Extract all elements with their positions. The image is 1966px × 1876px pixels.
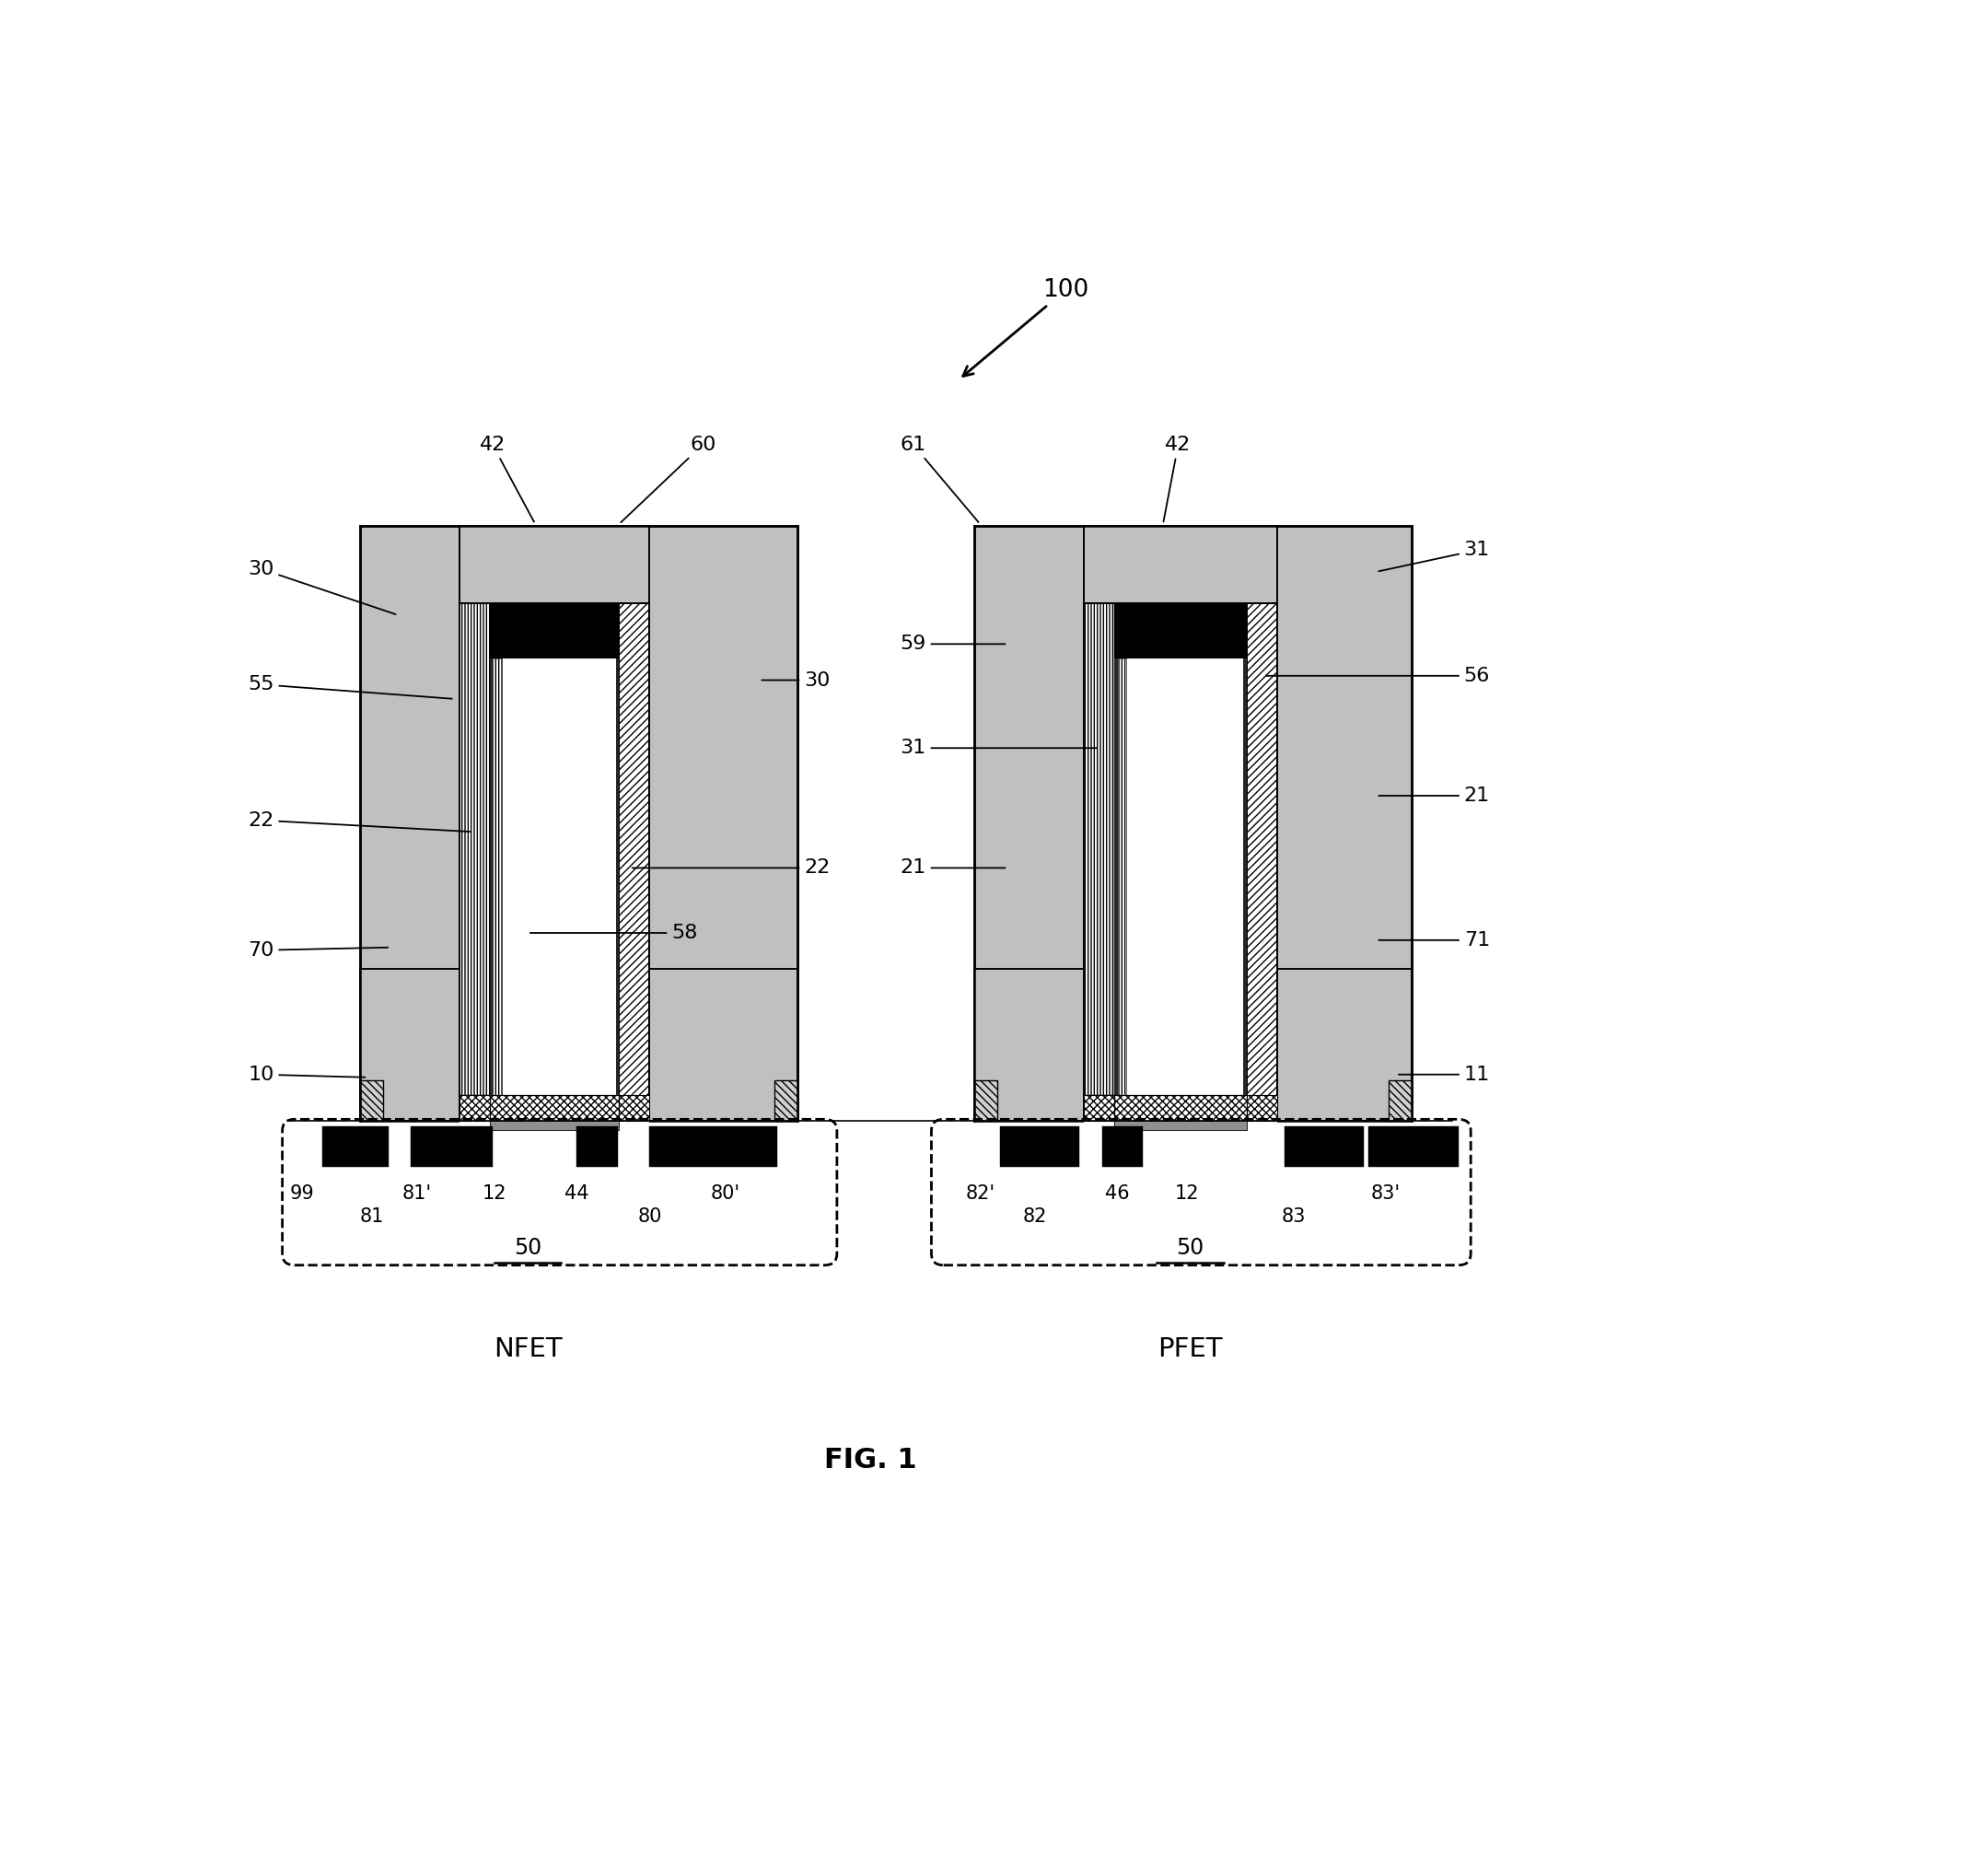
Bar <box>458 604 490 1120</box>
Bar <box>490 1120 619 1129</box>
Bar <box>458 1096 490 1120</box>
Text: 80': 80' <box>712 1184 741 1203</box>
Text: 11: 11 <box>1398 1066 1490 1084</box>
Text: 22: 22 <box>248 810 470 831</box>
Text: 22: 22 <box>633 859 830 878</box>
Bar <box>973 525 1412 1120</box>
Text: 81': 81' <box>401 1184 431 1203</box>
Text: 31: 31 <box>900 739 1097 758</box>
Text: 12: 12 <box>482 1184 507 1203</box>
Bar <box>1115 1096 1246 1120</box>
Bar <box>360 970 458 1120</box>
Bar <box>1243 658 1246 1096</box>
Text: 99: 99 <box>289 1184 315 1203</box>
Bar <box>360 525 798 1120</box>
Bar <box>619 604 649 1120</box>
Bar <box>360 1081 383 1120</box>
Bar <box>1083 1096 1115 1120</box>
Text: 83: 83 <box>1282 1208 1305 1225</box>
Text: 70: 70 <box>248 942 387 959</box>
Text: NFET: NFET <box>493 1336 562 1362</box>
Bar <box>411 1126 493 1167</box>
Bar <box>458 604 649 1133</box>
Bar <box>1115 604 1246 1120</box>
Bar <box>1388 1081 1412 1120</box>
Text: 61: 61 <box>900 435 979 522</box>
Text: 55: 55 <box>248 675 452 698</box>
Bar <box>1286 1126 1364 1167</box>
Bar <box>615 658 619 1096</box>
Text: 42: 42 <box>480 435 535 522</box>
Text: 31: 31 <box>1378 540 1490 572</box>
Text: 46: 46 <box>1105 1184 1130 1203</box>
Text: 59: 59 <box>900 634 1005 653</box>
Bar <box>322 1126 389 1167</box>
Text: 30: 30 <box>761 672 830 688</box>
Bar <box>775 1081 798 1120</box>
Text: 50: 50 <box>513 1236 541 1259</box>
Text: 58: 58 <box>531 923 698 942</box>
Bar <box>1115 658 1117 1096</box>
Text: 56: 56 <box>1266 666 1490 685</box>
Bar <box>649 970 798 1120</box>
Bar <box>490 1096 619 1120</box>
Bar <box>1368 1126 1459 1167</box>
Text: 21: 21 <box>900 859 1005 878</box>
Text: 42: 42 <box>1164 435 1191 522</box>
Bar <box>490 658 501 1096</box>
Text: 12: 12 <box>1176 1184 1199 1203</box>
Bar <box>1001 1126 1079 1167</box>
Bar <box>1103 1126 1142 1167</box>
Text: 82': 82' <box>965 1184 995 1203</box>
Text: 50: 50 <box>1176 1236 1205 1259</box>
Text: 10: 10 <box>248 1066 366 1084</box>
Text: 81: 81 <box>360 1208 385 1225</box>
Bar <box>973 970 1083 1120</box>
Bar <box>1083 604 1115 1120</box>
Bar <box>1246 604 1278 1120</box>
Text: FIG. 1: FIG. 1 <box>824 1446 916 1473</box>
Bar <box>1115 604 1246 658</box>
Bar <box>649 1126 777 1167</box>
Bar <box>1115 658 1127 1096</box>
Bar <box>1115 1120 1246 1129</box>
Bar <box>576 1126 617 1167</box>
Text: 80: 80 <box>637 1208 663 1225</box>
Text: 100: 100 <box>963 278 1089 377</box>
Bar <box>1278 970 1412 1120</box>
Bar <box>619 1096 649 1120</box>
Text: PFET: PFET <box>1158 1336 1223 1362</box>
Bar <box>458 604 490 1096</box>
Bar <box>1246 1096 1278 1120</box>
Bar <box>1083 604 1115 1096</box>
Bar <box>490 604 619 1120</box>
Text: 44: 44 <box>564 1184 588 1203</box>
Bar <box>1083 604 1278 1133</box>
Text: 30: 30 <box>248 559 395 613</box>
Text: 83': 83' <box>1370 1184 1400 1203</box>
Bar <box>458 525 649 604</box>
Bar <box>490 658 493 1096</box>
Text: 82: 82 <box>1022 1208 1048 1225</box>
Text: 21: 21 <box>1378 786 1490 805</box>
Bar <box>490 604 619 658</box>
Bar <box>973 1081 997 1120</box>
Bar <box>1083 525 1278 604</box>
Text: 71: 71 <box>1378 930 1490 949</box>
Text: 60: 60 <box>621 435 716 522</box>
